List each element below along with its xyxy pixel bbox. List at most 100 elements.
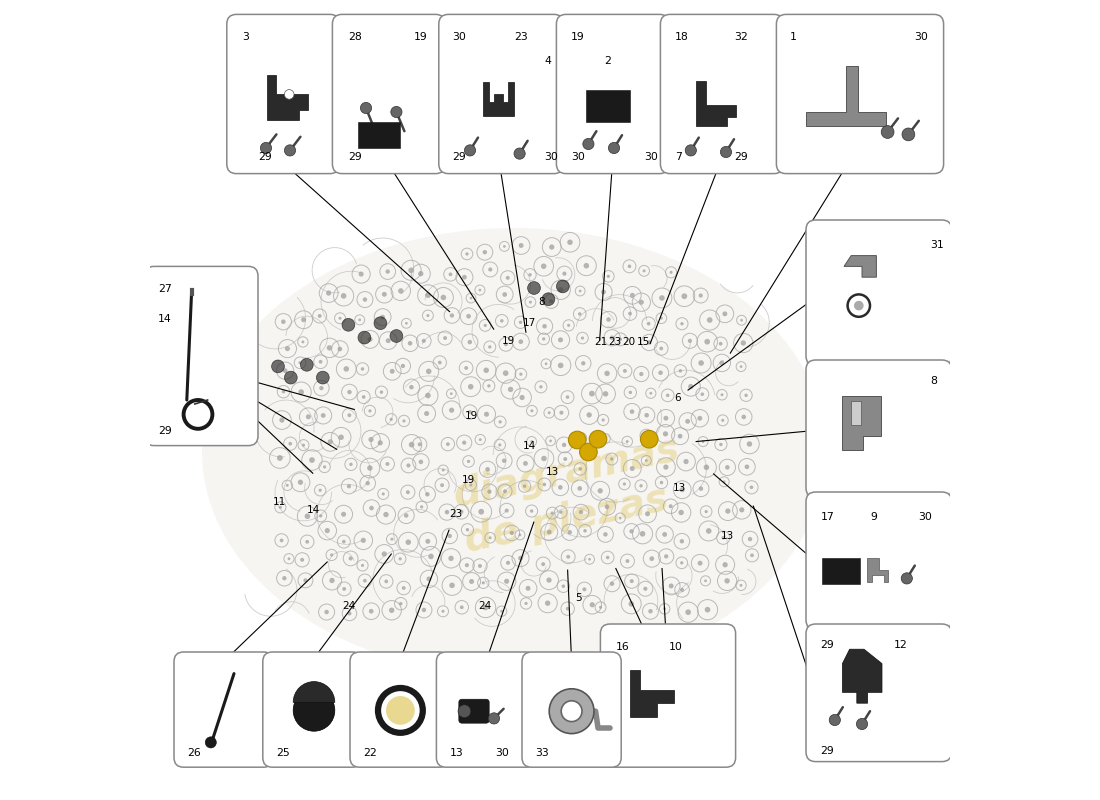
Circle shape: [363, 298, 367, 302]
Circle shape: [683, 459, 689, 464]
Circle shape: [639, 300, 643, 305]
Circle shape: [327, 345, 332, 350]
Circle shape: [406, 490, 410, 494]
Circle shape: [426, 539, 430, 544]
Circle shape: [400, 364, 405, 368]
Circle shape: [518, 534, 521, 536]
Circle shape: [829, 714, 840, 726]
Circle shape: [522, 485, 526, 488]
Circle shape: [283, 576, 287, 581]
Text: 19: 19: [414, 32, 428, 42]
Wedge shape: [294, 682, 334, 702]
Circle shape: [482, 582, 485, 585]
Text: 29: 29: [158, 426, 172, 437]
Text: 16: 16: [616, 642, 629, 653]
Circle shape: [740, 319, 743, 322]
Circle shape: [438, 361, 442, 364]
Circle shape: [581, 337, 584, 340]
Circle shape: [504, 342, 508, 346]
Circle shape: [542, 338, 546, 341]
FancyBboxPatch shape: [227, 14, 340, 174]
Circle shape: [562, 271, 566, 276]
Circle shape: [418, 442, 421, 446]
Circle shape: [282, 319, 286, 324]
Circle shape: [719, 442, 723, 446]
Circle shape: [583, 529, 586, 533]
Circle shape: [323, 466, 327, 469]
Circle shape: [462, 441, 466, 445]
Text: 9: 9: [870, 512, 877, 522]
Circle shape: [504, 578, 509, 584]
Circle shape: [579, 510, 583, 514]
Text: 17: 17: [522, 318, 536, 328]
Circle shape: [689, 384, 693, 390]
Text: 24: 24: [477, 602, 491, 611]
Circle shape: [628, 601, 634, 606]
Circle shape: [460, 606, 464, 609]
Text: 7: 7: [674, 152, 682, 162]
Circle shape: [405, 322, 408, 325]
Circle shape: [408, 341, 412, 346]
Circle shape: [321, 413, 326, 418]
Text: 5: 5: [575, 594, 582, 603]
Circle shape: [623, 369, 627, 373]
Polygon shape: [806, 66, 886, 126]
Circle shape: [385, 462, 389, 466]
Ellipse shape: [202, 228, 826, 676]
Text: 11: 11: [273, 498, 286, 507]
Circle shape: [298, 390, 304, 395]
Circle shape: [483, 605, 488, 610]
Circle shape: [506, 561, 510, 565]
Circle shape: [425, 492, 430, 497]
Circle shape: [498, 443, 502, 446]
Circle shape: [294, 690, 334, 731]
Circle shape: [338, 346, 342, 351]
Circle shape: [719, 361, 724, 366]
Circle shape: [449, 582, 454, 588]
Circle shape: [659, 346, 663, 350]
Circle shape: [382, 292, 387, 297]
Circle shape: [382, 492, 385, 495]
Text: 25: 25: [276, 748, 290, 758]
Circle shape: [901, 573, 912, 584]
Polygon shape: [844, 256, 877, 278]
Circle shape: [288, 442, 293, 446]
Circle shape: [557, 280, 569, 293]
Circle shape: [704, 579, 707, 582]
Circle shape: [339, 317, 341, 320]
Polygon shape: [843, 650, 882, 703]
Circle shape: [739, 366, 742, 368]
Circle shape: [421, 608, 426, 612]
Text: 30: 30: [645, 152, 658, 162]
Circle shape: [629, 410, 635, 414]
Text: 19: 19: [502, 336, 515, 346]
Circle shape: [478, 509, 484, 514]
Circle shape: [722, 536, 725, 539]
Circle shape: [301, 318, 306, 322]
Circle shape: [449, 273, 452, 276]
Circle shape: [469, 579, 474, 584]
Circle shape: [389, 418, 393, 421]
Circle shape: [605, 505, 609, 510]
Circle shape: [578, 486, 582, 490]
Circle shape: [488, 346, 492, 349]
Circle shape: [483, 250, 487, 254]
Circle shape: [618, 338, 623, 341]
Circle shape: [697, 561, 703, 566]
Circle shape: [361, 102, 372, 114]
Circle shape: [509, 530, 514, 535]
Circle shape: [568, 324, 570, 327]
Circle shape: [519, 395, 525, 400]
Text: 29: 29: [258, 152, 272, 162]
Circle shape: [368, 410, 372, 413]
Circle shape: [586, 412, 592, 418]
Circle shape: [748, 537, 752, 542]
Circle shape: [361, 564, 364, 567]
Text: 1: 1: [790, 32, 796, 42]
Circle shape: [609, 335, 615, 340]
Circle shape: [680, 487, 684, 492]
Text: 31: 31: [930, 240, 944, 250]
Circle shape: [508, 386, 514, 392]
Text: 21: 21: [594, 338, 607, 347]
Circle shape: [663, 431, 668, 437]
